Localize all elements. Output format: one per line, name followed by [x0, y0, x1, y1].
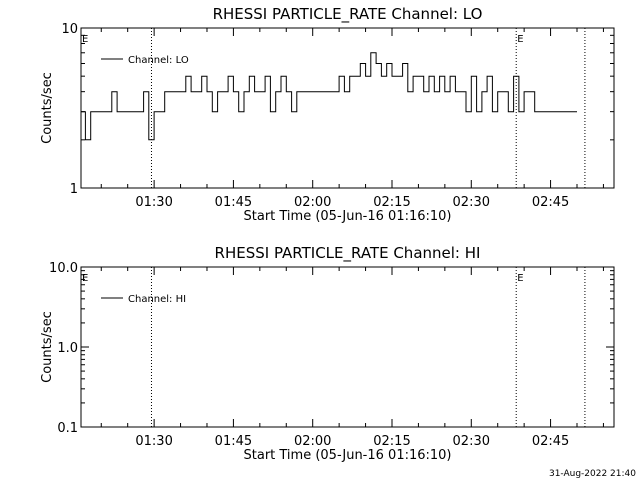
y-tick-label: 1.0: [57, 341, 78, 356]
x-axis-label: Start Time (05-Jun-16 01:16:10): [244, 209, 452, 224]
y-tick-label: 10.0: [49, 261, 78, 276]
x-tick-label: 01:30: [135, 434, 172, 449]
legend-label: Channel: HI: [128, 294, 186, 305]
corner-label: E: [82, 34, 88, 45]
y-tick-label: 0.1: [57, 421, 78, 436]
timestamp-stamp: 31-Aug-2022 21:40: [549, 469, 636, 479]
chart-title: RHESSI PARTICLE_RATE Channel: LO: [213, 5, 483, 24]
legend-label: Channel: LO: [128, 55, 189, 66]
y-axis-label: Counts/sec: [40, 311, 55, 383]
x-tick-label: 01:30: [135, 195, 172, 210]
y-tick-label: 1: [70, 182, 78, 197]
event-marker-label: E: [517, 273, 523, 284]
x-tick-label: 02:15: [373, 195, 410, 210]
x-axis-label: Start Time (05-Jun-16 01:16:10): [244, 448, 452, 463]
x-tick-label: 02:00: [294, 434, 331, 449]
x-tick-label: 02:30: [453, 434, 490, 449]
x-tick-label: 02:00: [294, 195, 331, 210]
x-tick-label: 01:45: [215, 434, 252, 449]
x-tick-label: 02:45: [532, 434, 569, 449]
x-tick-label: 02:45: [532, 195, 569, 210]
plot-frame: [80, 27, 615, 189]
event-marker-label: E: [517, 34, 523, 45]
x-tick-label: 02:30: [453, 195, 490, 210]
x-tick-label: 01:45: [215, 195, 252, 210]
corner-label: E: [82, 273, 88, 284]
chart-title: RHESSI PARTICLE_RATE Channel: HI: [215, 244, 481, 263]
series-line: [81, 52, 577, 141]
y-axis-label: Counts/sec: [40, 72, 55, 144]
y-tick-label: 10: [61, 22, 78, 37]
plot-frame: [80, 266, 615, 428]
x-tick-label: 02:15: [373, 434, 410, 449]
